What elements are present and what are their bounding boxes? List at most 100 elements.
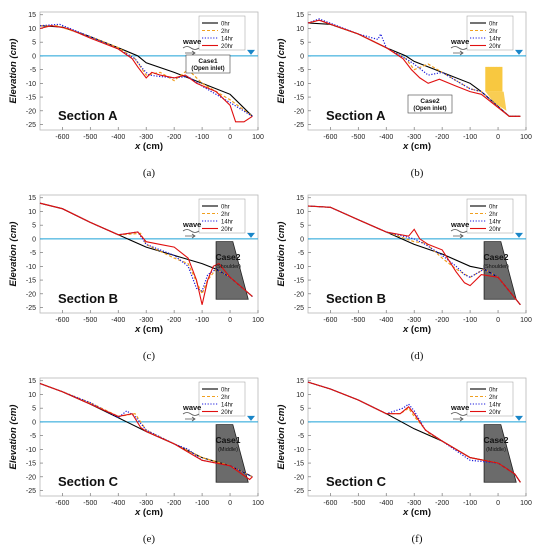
case-name: Case1 xyxy=(198,58,218,65)
section-label: Section C xyxy=(58,474,119,489)
legend-label-2hr: 2hr xyxy=(489,212,498,218)
legend-label-2hr: 2hr xyxy=(489,395,498,401)
case-name: Case1 xyxy=(215,435,240,445)
case-location: (Open inlet) xyxy=(191,66,224,72)
x-axis-label-unit: (cm) xyxy=(140,324,163,335)
x-tick-label: 100 xyxy=(252,317,264,324)
y-tick-label: -10 xyxy=(26,264,36,271)
series-14hr xyxy=(307,205,521,306)
legend-label-14hr: 14hr xyxy=(221,36,233,42)
y-tick-label: -5 xyxy=(298,250,304,257)
y-tick-label: 10 xyxy=(28,392,36,399)
x-tick-label: 100 xyxy=(520,317,532,324)
wave-icon xyxy=(182,46,200,50)
x-tick-label: -100 xyxy=(463,134,477,141)
legend-box xyxy=(466,198,514,234)
y-tick-label: 0 xyxy=(32,53,36,60)
x-tick-label: 100 xyxy=(520,500,532,507)
legend-label-0hr: 0hr xyxy=(489,387,498,393)
chart-svg-a: 15 10 5 0 -5 -10 -15 -20 -25 -600 -500 -400 -300 -200… xyxy=(8,11,264,179)
x-tick-label: -500 xyxy=(351,317,365,324)
x-tick-label: 0 xyxy=(228,317,232,324)
legend-label-2hr: 2hr xyxy=(489,29,498,35)
x-axis-label-unit: (cm) xyxy=(408,507,431,518)
chart-panel-f: 15 10 5 0 -5 -10 -15 -20 -25 -600 -500 -400 -300 -200… xyxy=(268,366,535,549)
y-tick-label: -20 xyxy=(26,474,36,481)
x-tick-label: -400 xyxy=(379,134,393,141)
legend-label-2hr: 2hr xyxy=(221,395,230,401)
panel-label: (a) xyxy=(143,167,156,179)
y-tick-label: -25 xyxy=(26,488,36,495)
y-tick-label: 15 xyxy=(28,378,36,385)
y-tick-label: -5 xyxy=(30,433,36,440)
y-tick-label: -5 xyxy=(298,433,304,440)
case-name: Case2 xyxy=(215,252,240,262)
legend-box xyxy=(198,198,246,234)
wave-icon xyxy=(182,229,200,233)
wave-icon xyxy=(450,46,468,50)
x-tick-label: -300 xyxy=(139,134,153,141)
case-box xyxy=(185,54,231,74)
y-tick-label: 15 xyxy=(28,195,36,202)
case-annotation: Case2 (Middle) xyxy=(483,435,508,453)
series-20hr xyxy=(307,381,521,483)
legend-label-14hr: 14hr xyxy=(489,36,501,42)
y-axis-label: Elevation (cm) xyxy=(8,405,19,470)
legend-label-20hr: 20hr xyxy=(489,44,501,50)
wave-arrow-icon xyxy=(185,233,196,239)
y-tick-label: -25 xyxy=(294,488,304,495)
y-tick-label: -20 xyxy=(26,291,36,298)
legend-label-2hr: 2hr xyxy=(221,212,230,218)
x-tick-label: -400 xyxy=(379,500,393,507)
pile xyxy=(499,66,503,92)
wave-label: wave xyxy=(182,220,201,229)
panel-label: (f) xyxy=(412,533,423,545)
legend-label-0hr: 0hr xyxy=(489,21,498,27)
legend-label-14hr: 14hr xyxy=(489,219,501,225)
panel-label: (e) xyxy=(143,533,156,545)
case-annotation: Case2 (Shoulder) xyxy=(483,252,509,270)
wave-label: wave xyxy=(450,37,469,46)
x-tick-label: -500 xyxy=(83,317,97,324)
x-tick-label: -400 xyxy=(379,317,393,324)
water-level-marker xyxy=(515,232,523,238)
x-tick-label: -100 xyxy=(195,134,209,141)
y-axis-label: Elevation (cm) xyxy=(276,222,287,287)
case-location: (Middle) xyxy=(486,447,506,453)
case-annotation: Case2 (Shoulder) xyxy=(215,252,241,270)
y-tick-label: 5 xyxy=(32,223,36,230)
y-tick-label: -5 xyxy=(298,67,304,74)
panel-label: (d) xyxy=(411,350,424,362)
legend-label-0hr: 0hr xyxy=(489,204,498,210)
y-tick-label: 0 xyxy=(300,53,304,60)
legend-box xyxy=(198,15,246,51)
wave-label: wave xyxy=(182,403,201,412)
section-label: Section A xyxy=(326,108,386,123)
wave-arrow-icon xyxy=(453,233,464,239)
x-axis-label: x (cm) xyxy=(402,141,431,152)
y-tick-label: -25 xyxy=(294,122,304,129)
chart-panel-d: 15 10 5 0 -5 -10 -15 -20 -25 -600 -500 -400 -300 -200… xyxy=(268,183,535,366)
x-tick-label: -200 xyxy=(435,134,449,141)
x-tick-label: 0 xyxy=(228,134,232,141)
y-tick-label: 15 xyxy=(296,378,304,385)
x-tick-label: -500 xyxy=(351,134,365,141)
x-tick-label: -100 xyxy=(195,500,209,507)
y-tick-label: -5 xyxy=(30,250,36,257)
case-location: (Open inlet) xyxy=(413,106,446,112)
chart-panel-b: 15 10 5 0 -5 -10 -15 -20 -25 -600 -500 -400 -300 -200… xyxy=(268,0,535,183)
case-name: Case2 xyxy=(483,435,508,445)
x-axis-label-var: x xyxy=(402,141,409,152)
y-tick-label: -20 xyxy=(294,474,304,481)
y-tick-label: 0 xyxy=(32,236,36,243)
y-tick-label: 5 xyxy=(32,40,36,47)
case-annotation: Case1 (Middle) xyxy=(215,435,240,453)
x-tick-label: -400 xyxy=(111,317,125,324)
x-tick-label: -600 xyxy=(55,500,69,507)
chart-svg-f: 15 10 5 0 -5 -10 -15 -20 -25 -600 -500 -400 -300 -200… xyxy=(276,377,532,545)
series-20hr xyxy=(307,19,521,117)
legend-label-14hr: 14hr xyxy=(221,219,233,225)
legend-box xyxy=(466,15,514,51)
y-tick-label: -15 xyxy=(294,461,304,468)
